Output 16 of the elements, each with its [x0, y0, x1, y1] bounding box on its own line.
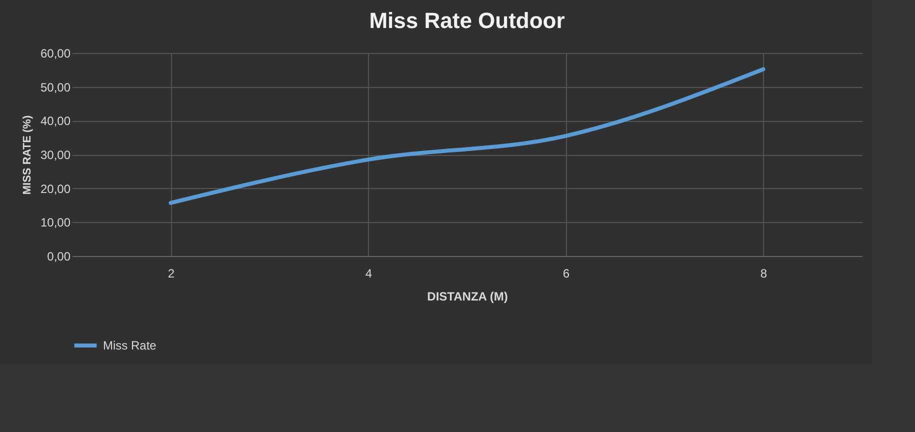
y-tick-label: 30,00 — [40, 148, 71, 162]
chart-title: Miss Rate Outdoor — [369, 8, 566, 33]
y-axis-title: MISS RATE (%) — [21, 115, 34, 195]
y-tick-label: 40,00 — [40, 114, 71, 128]
x-tick-label: 4 — [365, 266, 372, 280]
x-tick-label: 6 — [562, 266, 570, 280]
y-tick-label: 60,00 — [40, 46, 71, 60]
y-tick-label: 0,00 — [47, 250, 71, 264]
line-series — [168, 67, 766, 205]
x-tick-label: 8 — [760, 266, 768, 280]
y-tick-label: 10,00 — [40, 216, 71, 230]
y-tick-label: 20,00 — [40, 182, 71, 196]
y-tick-label: 50,00 — [40, 80, 71, 94]
x-axis-title: DISTANZA (M) — [427, 290, 508, 304]
legend-label: Miss Rate — [103, 338, 157, 352]
x-tick-label: 2 — [168, 266, 175, 280]
